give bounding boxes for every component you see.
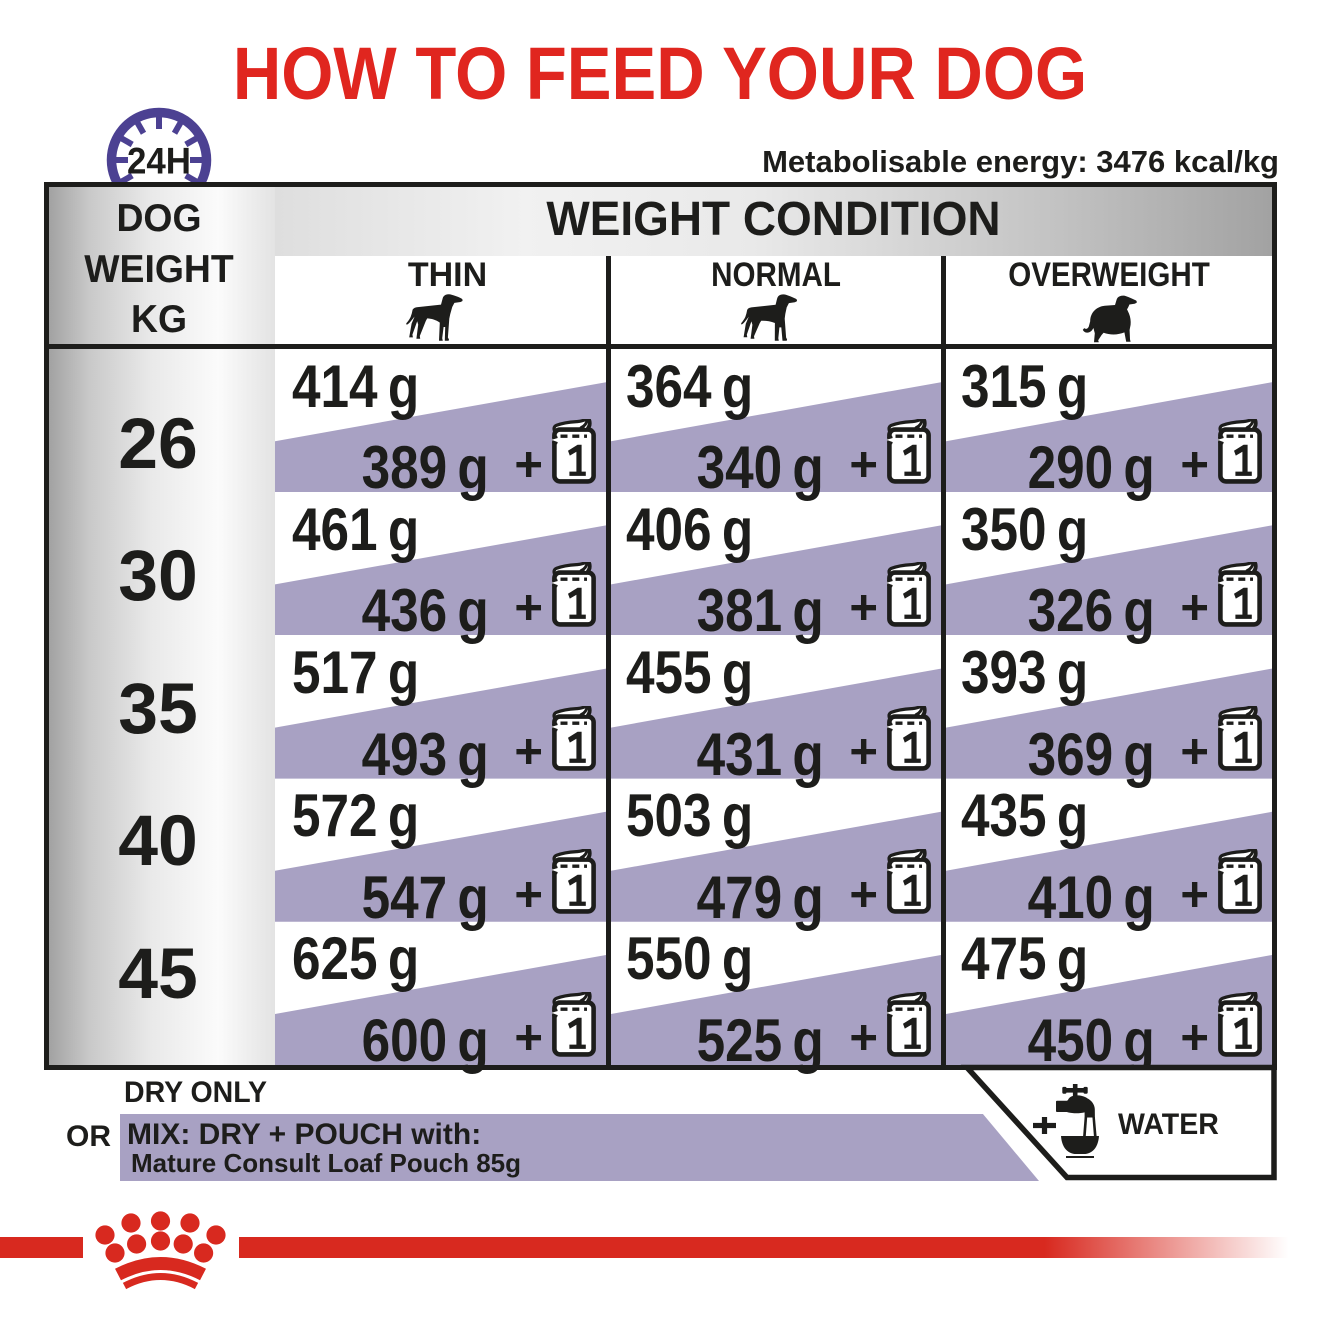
svg-text:24H: 24H: [127, 141, 191, 182]
